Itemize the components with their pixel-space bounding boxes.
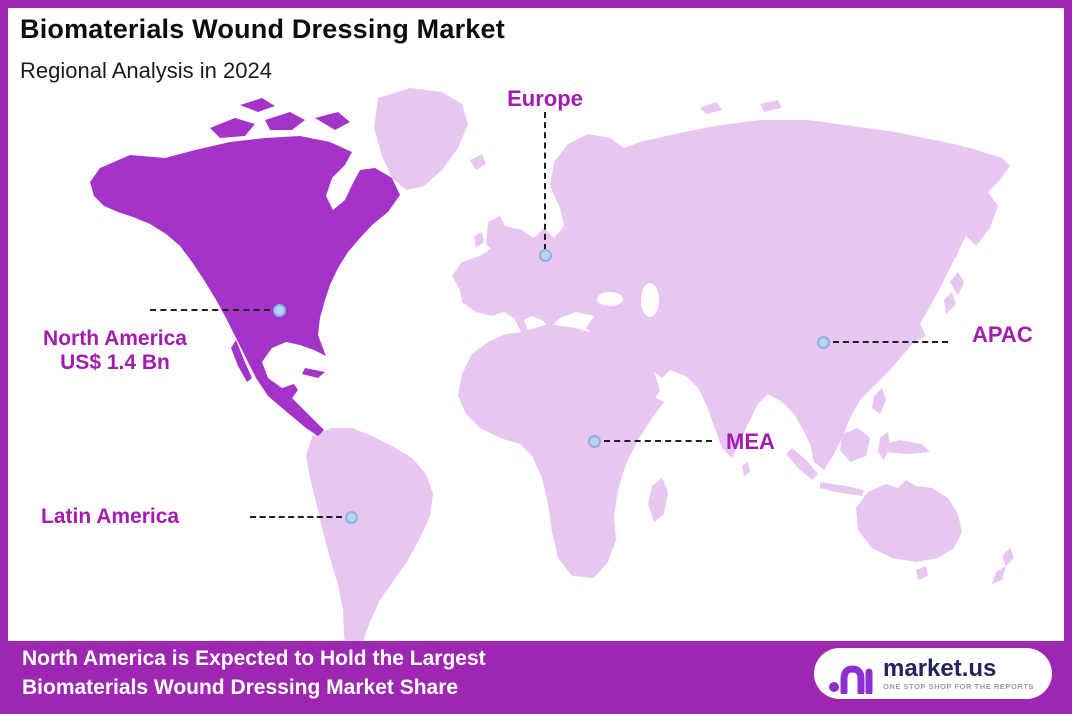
- landmass-arctic-canada-1: [210, 118, 255, 138]
- landmass-japan-north: [950, 272, 964, 296]
- landmass-baja: [231, 340, 252, 382]
- landmass-arctic-islands-2: [760, 100, 782, 112]
- landmass-borneo: [840, 428, 870, 462]
- landmass-japan-south: [944, 292, 956, 314]
- brand-card: market.us ONE STOP SHOP FOR THE REPORTS: [814, 648, 1052, 699]
- page-subtitle: Regional Analysis in 2024: [20, 58, 272, 83]
- landmass-sumatra: [786, 448, 818, 480]
- caspian-sea: [641, 283, 659, 317]
- region-label-europe: Europe: [507, 86, 583, 111]
- brand-tagline: ONE STOP SHOP FOR THE REPORTS: [883, 682, 1034, 692]
- footer-headline: North America is Expected to Hold the La…: [22, 645, 486, 702]
- landmass-arctic-canada-3: [315, 112, 350, 130]
- inland-seas: [597, 283, 659, 317]
- market-us-logo-icon: [828, 654, 874, 694]
- landmass-java: [820, 482, 864, 496]
- page-title: Biomaterials Wound Dressing Market: [20, 14, 505, 44]
- landmass-britain: [486, 216, 506, 252]
- region-marker-mea: [588, 435, 601, 448]
- landmass-ireland: [474, 232, 484, 248]
- landmass-madagascar: [648, 478, 668, 522]
- region-marker-latin-america: [345, 511, 358, 524]
- landmass-sakhalin: [952, 226, 962, 258]
- region-value-north-america: US$ 1.4 Bn: [60, 351, 170, 375]
- leader-line-mea: [604, 440, 712, 442]
- leader-line-latin-america: [250, 516, 342, 518]
- region-label-latin-america: Latin America: [41, 505, 180, 528]
- landmass-arctic-islands-1: [700, 102, 722, 114]
- landmass-philippines: [872, 388, 886, 414]
- leader-line-north-america: [150, 309, 270, 311]
- landmass-cuba: [302, 368, 325, 378]
- region-marker-north-america: [273, 304, 286, 317]
- leader-line-europe: [544, 112, 546, 250]
- landmass-default: [306, 88, 1014, 656]
- footer-headline-line1: North America is Expected to Hold the La…: [22, 647, 486, 671]
- landmass-australia: [856, 480, 962, 562]
- landmass-arctic-canada-2: [265, 112, 305, 130]
- landmass-iceland: [470, 154, 486, 170]
- leader-line-apac: [833, 341, 948, 343]
- region-label-apac: APAC: [972, 322, 1033, 347]
- landmass-tasmania: [916, 566, 928, 580]
- region-label-north-america-name: North America: [43, 327, 187, 350]
- region-label-mea: MEA: [726, 429, 775, 454]
- landmass-arctic-canada-4: [240, 98, 275, 112]
- brand-text: market.us ONE STOP SHOP FOR THE REPORTS: [883, 656, 1034, 691]
- landmass-greenland: [374, 88, 468, 190]
- landmass-sri-lanka: [742, 462, 750, 476]
- landmass-north-america: [90, 136, 400, 436]
- landmass-new-zealand-north: [1002, 548, 1014, 566]
- landmass-eurasia: [452, 120, 1010, 470]
- black-sea: [597, 292, 623, 306]
- landmass-africa: [458, 324, 664, 578]
- landmass-south-america: [306, 428, 433, 656]
- footer-headline-line2: Biomaterials Wound Dressing Market Share: [22, 675, 459, 699]
- landmass-new-zealand-south: [992, 566, 1006, 584]
- region-marker-europe: [539, 249, 552, 262]
- footer-bar: North America is Expected to Hold the La…: [8, 641, 1064, 706]
- region-marker-apac: [817, 336, 830, 349]
- landmass-new-guinea: [878, 440, 930, 454]
- region-label-north-america: North America US$ 1.4 Bn: [15, 327, 215, 375]
- region-north-america-highlight: [90, 98, 400, 436]
- brand-name: market.us: [883, 654, 997, 682]
